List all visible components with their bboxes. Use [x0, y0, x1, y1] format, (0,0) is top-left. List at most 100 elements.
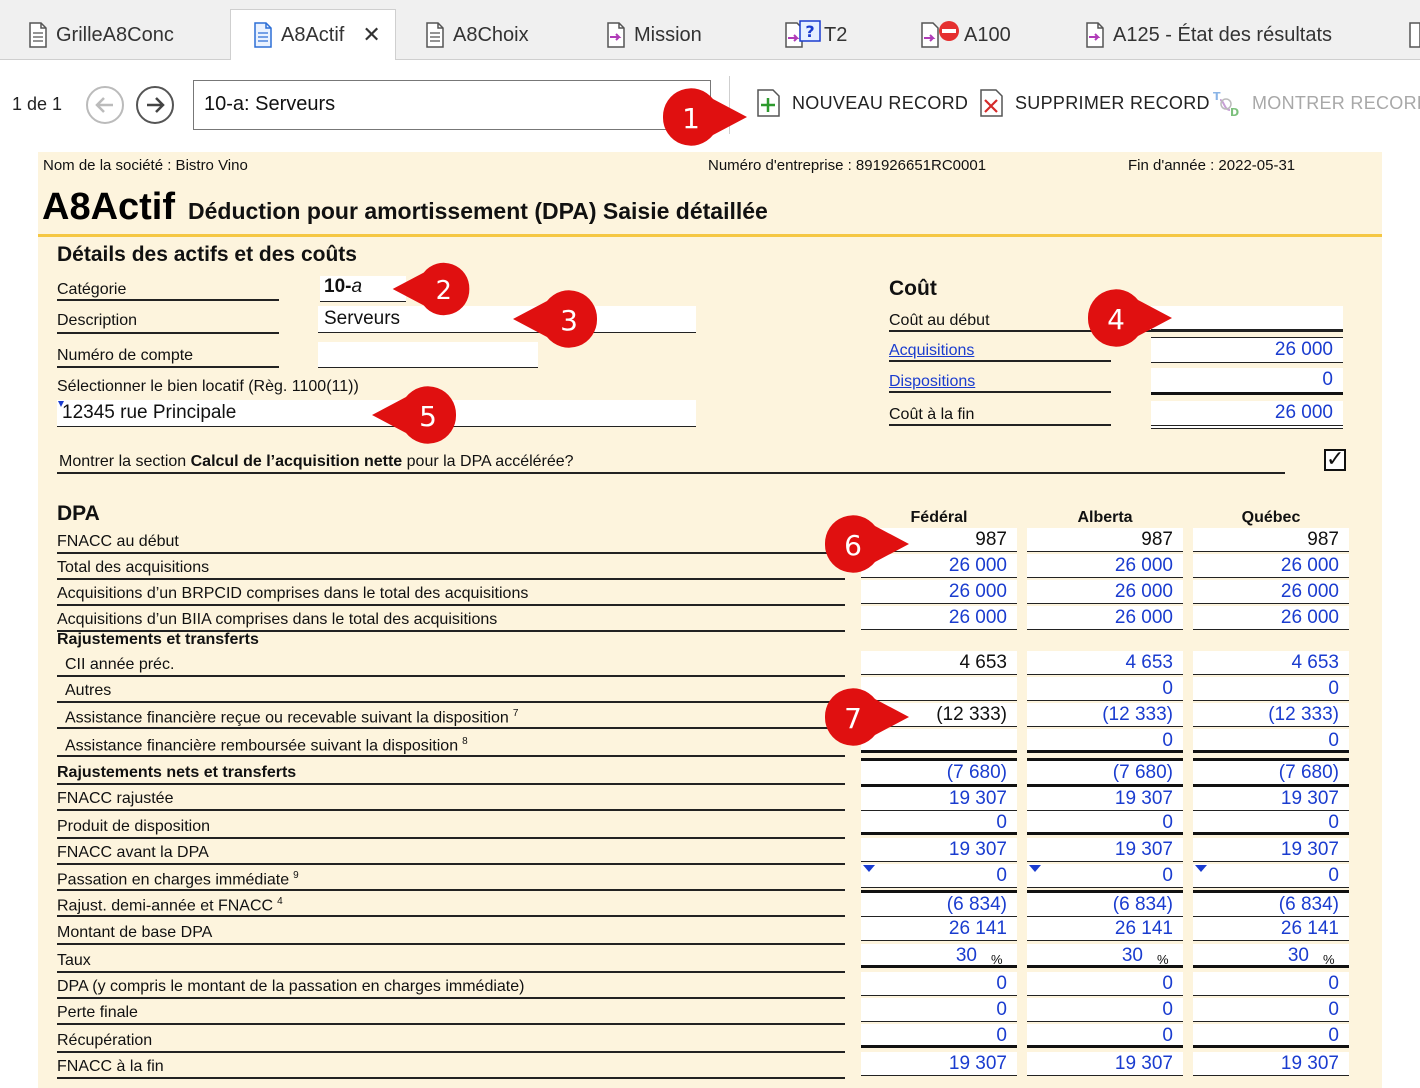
value-dpa-total-federal[interactable]: 0 [861, 972, 1017, 996]
value-taux-federal[interactable]: 30 [861, 944, 1017, 968]
value-fnacc-fin-quebec[interactable]: 19 307 [1193, 1052, 1349, 1076]
net-acquisition-checkbox[interactable]: ✓ [1324, 446, 1346, 471]
value-fnacc-avant-federal[interactable]: 19 307 [861, 838, 1017, 862]
tab-label: GrilleA8Conc [56, 23, 174, 46]
value-total-acq-alberta[interactable]: 26 000 [1027, 554, 1183, 578]
value-fnacc-debut-alberta[interactable]: 987 [1027, 528, 1183, 552]
close-icon[interactable]: ✕ [362, 22, 381, 47]
tab-a125[interactable]: A125 - État des résultats [1085, 10, 1332, 60]
tab-overflow[interactable] [1408, 10, 1420, 60]
value-dpa-total-alberta[interactable]: 0 [1027, 972, 1183, 996]
row-label-text: Assistance financière reçue ou recevable… [65, 709, 509, 727]
value-brpcid-federal[interactable]: 26 000 [861, 580, 1017, 604]
tab-t2[interactable]: ? T2 [784, 10, 847, 60]
record-link-icon: TD [1213, 90, 1239, 118]
callout-marker-3: 3 [513, 290, 598, 348]
value-brpcid-quebec[interactable]: 26 000 [1193, 580, 1349, 604]
value-fnacc-raj-alberta[interactable]: 19 307 [1027, 784, 1183, 811]
value-cii-federal[interactable]: 4 653 [861, 651, 1017, 675]
row-label-total-acq: Total des acquisitions [57, 559, 209, 577]
value-assist-recue-quebec[interactable]: (12 333) [1193, 703, 1349, 727]
acquisitions-link[interactable]: Acquisitions [889, 342, 975, 359]
value-fnacc-raj-federal[interactable]: 19 307 [861, 784, 1017, 811]
value-demi-annee-quebec[interactable]: (6 834) [1193, 890, 1349, 917]
value-brpcid-alberta[interactable]: 26 000 [1027, 580, 1183, 604]
value-biia-quebec[interactable]: 26 000 [1193, 606, 1349, 630]
value-base-dpa-federal[interactable]: 26 141 [861, 917, 1017, 941]
tab-a8actif[interactable]: A8Actif ✕ [230, 9, 396, 60]
value-autres-federal[interactable] [861, 677, 1017, 701]
dispositions-link[interactable]: Dispositions [889, 373, 976, 390]
opening-cost-field[interactable] [1151, 306, 1343, 330]
value-total-acq-federal[interactable]: 26 000 [861, 554, 1017, 578]
value-passation-alberta[interactable]: 0 [1027, 864, 1183, 888]
value-demi-annee-federal[interactable]: (6 834) [861, 890, 1017, 917]
row-underline [57, 863, 845, 865]
value-fnacc-debut-quebec[interactable]: 987 [1193, 528, 1349, 552]
value-produit-quebec[interactable]: 0 [1193, 811, 1349, 835]
value-recup-quebec[interactable]: 0 [1193, 1024, 1349, 1048]
acquisitions-value: 26 000 [1151, 337, 1343, 363]
record-selector[interactable]: 10-a: Serveurs [193, 80, 711, 130]
value-biia-alberta[interactable]: 26 000 [1027, 606, 1183, 630]
row-label-text: DPA (y compris le montant de la passatio… [57, 978, 525, 995]
value-produit-alberta[interactable]: 0 [1027, 811, 1183, 835]
tab-a8choix[interactable]: A8Choix [425, 10, 529, 60]
value-cii-quebec[interactable]: 4 653 [1193, 651, 1349, 675]
value-passation-quebec[interactable]: 0 [1193, 864, 1349, 888]
row-label-text: FNACC avant la DPA [57, 844, 209, 861]
value-fnacc-avant-quebec[interactable]: 19 307 [1193, 838, 1349, 862]
category-main: 10- [324, 276, 352, 297]
delete-record-button[interactable]: SUPPRIMER RECORD [979, 88, 1210, 118]
row-underline [57, 809, 845, 811]
value-recup-alberta[interactable]: 0 [1027, 1024, 1183, 1048]
value-perte-federal[interactable]: 0 [861, 998, 1017, 1022]
new-record-label: NOUVEAU RECORD [792, 92, 969, 113]
value-dpa-total-quebec[interactable]: 0 [1193, 972, 1349, 996]
value-cii-alberta[interactable]: 4 653 [1027, 651, 1183, 675]
next-record-button[interactable] [136, 86, 174, 124]
row-label-perte: Perte finale [57, 1004, 138, 1022]
value-demi-annee-alberta[interactable]: (6 834) [1027, 890, 1183, 917]
form-title: Déduction pour amortissement (DPA) Saisi… [188, 198, 768, 224]
tab-a100[interactable]: A100 [920, 10, 1011, 60]
net-acquisition-question: Montrer la section Calcul de l’acquisiti… [59, 453, 574, 471]
value-perte-alberta[interactable]: 0 [1027, 998, 1183, 1022]
row-underline [57, 727, 845, 729]
value-fnacc-avant-alberta[interactable]: 19 307 [1027, 838, 1183, 862]
previous-record-button[interactable] [86, 86, 124, 124]
value-assist-recue-alberta[interactable]: (12 333) [1027, 703, 1183, 727]
account-number-field[interactable] [318, 342, 538, 368]
value-raj-nets-alberta[interactable]: (7 680) [1027, 758, 1183, 785]
category-field[interactable]: 10-a [320, 276, 406, 302]
value-fnacc-fin-federal[interactable]: 19 307 [861, 1052, 1017, 1076]
value-biia-federal[interactable]: 26 000 [861, 606, 1017, 630]
description-field[interactable]: Serveurs [318, 306, 696, 333]
tab-grillea8conc[interactable]: GrilleA8Conc [28, 10, 174, 60]
value-assist-remb-federal[interactable] [861, 729, 1017, 753]
value-assist-remb-quebec[interactable]: 0 [1193, 729, 1349, 753]
value-raj-nets-quebec[interactable]: (7 680) [1193, 758, 1349, 785]
value-autres-alberta[interactable]: 0 [1027, 677, 1183, 701]
value-raj-nets-federal[interactable]: (7 680) [861, 758, 1017, 785]
percent-sign: % [991, 952, 1003, 967]
value-fnacc-fin-alberta[interactable]: 19 307 [1027, 1052, 1183, 1076]
tab-mission[interactable]: Mission [606, 10, 702, 60]
value-autres-quebec[interactable]: 0 [1193, 677, 1349, 701]
new-record-button[interactable]: NOUVEAU RECORD [756, 88, 968, 118]
value-recup-federal[interactable]: 0 [861, 1024, 1017, 1048]
value-total-acq-quebec[interactable]: 26 000 [1193, 554, 1349, 578]
callout-marker-1: 1 [662, 88, 747, 146]
value-passation-federal[interactable]: 0 [861, 864, 1017, 888]
value-base-dpa-alberta[interactable]: 26 141 [1027, 917, 1183, 941]
value-perte-quebec[interactable]: 0 [1193, 998, 1349, 1022]
value-fnacc-raj-quebec[interactable]: 19 307 [1193, 784, 1349, 811]
value-taux-alberta[interactable]: 30 [1027, 944, 1183, 968]
row-label-text: Passation en charges immédiate [57, 871, 290, 889]
value-taux-quebec[interactable]: 30 [1193, 944, 1349, 968]
value-assist-remb-alberta[interactable]: 0 [1027, 729, 1183, 753]
value-base-dpa-quebec[interactable]: 26 141 [1193, 917, 1349, 941]
row-underline [57, 971, 845, 973]
value-produit-federal[interactable]: 0 [861, 811, 1017, 835]
